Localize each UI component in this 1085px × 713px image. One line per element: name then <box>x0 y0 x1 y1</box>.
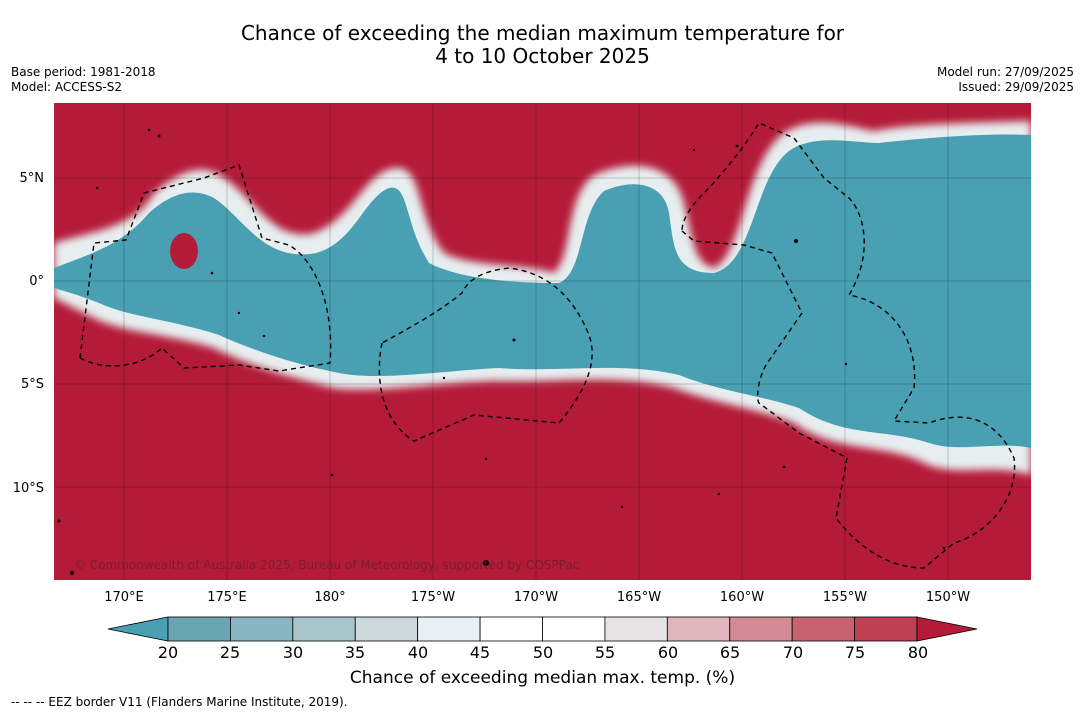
colorbar-segment-55 <box>604 616 668 642</box>
cb-tick-70: 70 <box>782 643 804 662</box>
colorbar-segment-50 <box>542 616 606 642</box>
lon-label-165w: 165°W <box>616 590 662 605</box>
cb-tick-20: 20 <box>157 643 179 662</box>
colorbar-segment-30 <box>292 616 356 642</box>
model-run: Model run: 27/09/2025 <box>936 65 1074 79</box>
meta-left: Base period: 1981-2018 Model: ACCESS-S2 <box>11 65 156 95</box>
eez-borders <box>79 122 1016 569</box>
cb-tick-55: 55 <box>594 643 616 662</box>
colorbar-low-arrow <box>107 616 169 642</box>
colorbar-segment-20 <box>167 616 231 642</box>
warm-intrusion <box>170 233 198 269</box>
lon-label-160w: 160°W <box>719 590 765 605</box>
copyright-notice: © Commonwealth of Australia 2025, Bureau… <box>74 558 580 572</box>
cb-tick-25: 25 <box>219 643 241 662</box>
cb-tick-75: 75 <box>844 643 866 662</box>
lon-label-170e: 170°E <box>104 590 144 605</box>
cb-tick-30: 30 <box>282 643 304 662</box>
cb-tick-60: 60 <box>657 643 679 662</box>
colorbar <box>107 616 978 642</box>
lon-label-175e: 175°E <box>207 590 247 605</box>
model-name: Model: ACCESS-S2 <box>11 80 123 94</box>
colorbar-segments <box>167 616 918 642</box>
cool-anomaly-region <box>54 134 1031 448</box>
lat-label-10s: 10°S <box>12 481 44 496</box>
colorbar-segment-45 <box>479 616 543 642</box>
eez-footnote: -- -- -- EEZ border V11 (Flanders Marine… <box>11 695 348 709</box>
map-title: Chance of exceeding the median maximum t… <box>0 22 1085 68</box>
colorbar-segment-40 <box>417 616 481 642</box>
colorbar-segment-70 <box>791 616 855 642</box>
colorbar-title: Chance of exceeding median max. temp. (%… <box>349 668 736 688</box>
cb-tick-45: 45 <box>469 643 491 662</box>
islands <box>57 128 946 575</box>
colorbar-segment-35 <box>354 616 419 642</box>
cb-tick-35: 35 <box>344 643 366 662</box>
lat-label-5s: 5°S <box>20 377 44 392</box>
base-period: Base period: 1981-2018 <box>11 65 156 79</box>
lat-label-eq: 0° <box>29 274 44 289</box>
colorbar-segment-25 <box>230 616 294 642</box>
lat-label-5n: 5°N <box>19 171 45 186</box>
lon-label-150w: 150°W <box>925 590 971 605</box>
colorbar-high-arrow <box>916 616 978 642</box>
lon-label-155w: 155°W <box>822 590 868 605</box>
colorbar-segment-60 <box>666 616 731 642</box>
colorbar-segment-65 <box>729 616 793 642</box>
cb-tick-40: 40 <box>407 643 429 662</box>
forecast-map <box>54 103 1031 580</box>
graticule <box>54 103 1031 580</box>
colorbar-segment-75 <box>854 616 918 642</box>
cb-tick-50: 50 <box>532 643 554 662</box>
cb-tick-65: 65 <box>719 643 741 662</box>
cb-tick-80: 80 <box>907 643 929 662</box>
issued-date: Issued: 29/09/2025 <box>958 80 1074 94</box>
lon-label-180: 180° <box>314 590 346 605</box>
lon-label-170w: 170°W <box>513 590 559 605</box>
lon-label-175w: 175°W <box>410 590 456 605</box>
meta-right: Model run: 27/09/2025 Issued: 29/09/2025 <box>937 65 1074 95</box>
title-line-1: Chance of exceeding the median maximum t… <box>240 21 845 45</box>
title-line-2: 4 to 10 October 2025 <box>435 44 650 68</box>
